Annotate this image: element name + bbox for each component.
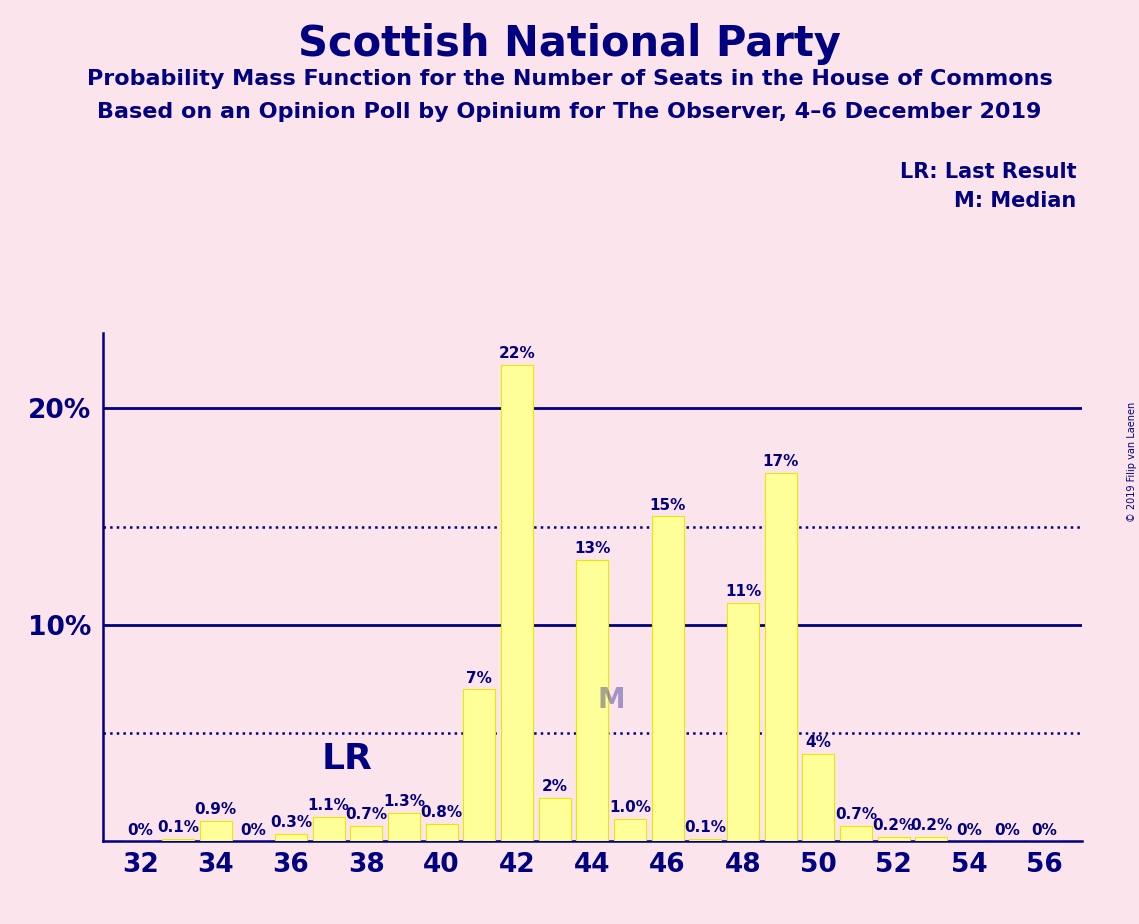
Text: 0.1%: 0.1%	[685, 820, 727, 834]
Text: 0%: 0%	[993, 822, 1019, 837]
Bar	[539, 797, 571, 841]
Text: M: Median: M: Median	[954, 191, 1076, 212]
Text: 0.7%: 0.7%	[345, 807, 387, 821]
Bar	[576, 560, 608, 841]
Text: 0.3%: 0.3%	[270, 816, 312, 831]
Text: 1.3%: 1.3%	[383, 794, 425, 808]
Text: Based on an Opinion Poll by Opinium for The Observer, 4–6 December 2019: Based on an Opinion Poll by Opinium for …	[97, 102, 1042, 122]
Text: 15%: 15%	[649, 497, 686, 513]
Bar	[426, 823, 458, 841]
Bar	[689, 839, 721, 841]
Text: 2%: 2%	[542, 779, 567, 794]
Text: 0%: 0%	[128, 822, 153, 837]
Bar	[199, 821, 231, 841]
Text: 7%: 7%	[466, 671, 492, 686]
Text: 17%: 17%	[762, 455, 798, 469]
Text: 0.8%: 0.8%	[420, 805, 462, 820]
Bar	[274, 834, 306, 841]
Text: M: M	[597, 687, 625, 714]
Text: 1.0%: 1.0%	[609, 800, 652, 815]
Text: 0.1%: 0.1%	[157, 820, 199, 834]
Bar	[727, 603, 759, 841]
Text: 0.2%: 0.2%	[910, 818, 952, 833]
Bar	[464, 689, 495, 841]
Text: Scottish National Party: Scottish National Party	[298, 23, 841, 65]
Text: 0.2%: 0.2%	[872, 818, 915, 833]
Text: 0%: 0%	[956, 822, 982, 837]
Text: 0.9%: 0.9%	[195, 802, 237, 818]
Bar	[501, 365, 533, 841]
Bar	[878, 836, 910, 841]
Bar	[652, 517, 683, 841]
Text: Probability Mass Function for the Number of Seats in the House of Commons: Probability Mass Function for the Number…	[87, 69, 1052, 90]
Bar	[802, 754, 835, 841]
Bar	[312, 817, 345, 841]
Bar	[916, 836, 948, 841]
Text: 11%: 11%	[724, 584, 761, 599]
Bar	[350, 826, 383, 841]
Text: LR: LR	[322, 742, 372, 775]
Bar	[614, 820, 646, 841]
Text: © 2019 Filip van Laenen: © 2019 Filip van Laenen	[1126, 402, 1137, 522]
Text: 0%: 0%	[1032, 822, 1057, 837]
Text: 4%: 4%	[805, 736, 831, 750]
Text: 13%: 13%	[574, 541, 611, 556]
Bar	[839, 826, 872, 841]
Text: 1.1%: 1.1%	[308, 798, 350, 813]
Text: 0%: 0%	[240, 822, 267, 837]
Text: 0.7%: 0.7%	[835, 807, 877, 821]
Text: LR: Last Result: LR: Last Result	[900, 162, 1076, 182]
Bar	[764, 473, 796, 841]
Text: 22%: 22%	[499, 346, 535, 361]
Bar	[388, 813, 420, 841]
Bar	[162, 839, 194, 841]
